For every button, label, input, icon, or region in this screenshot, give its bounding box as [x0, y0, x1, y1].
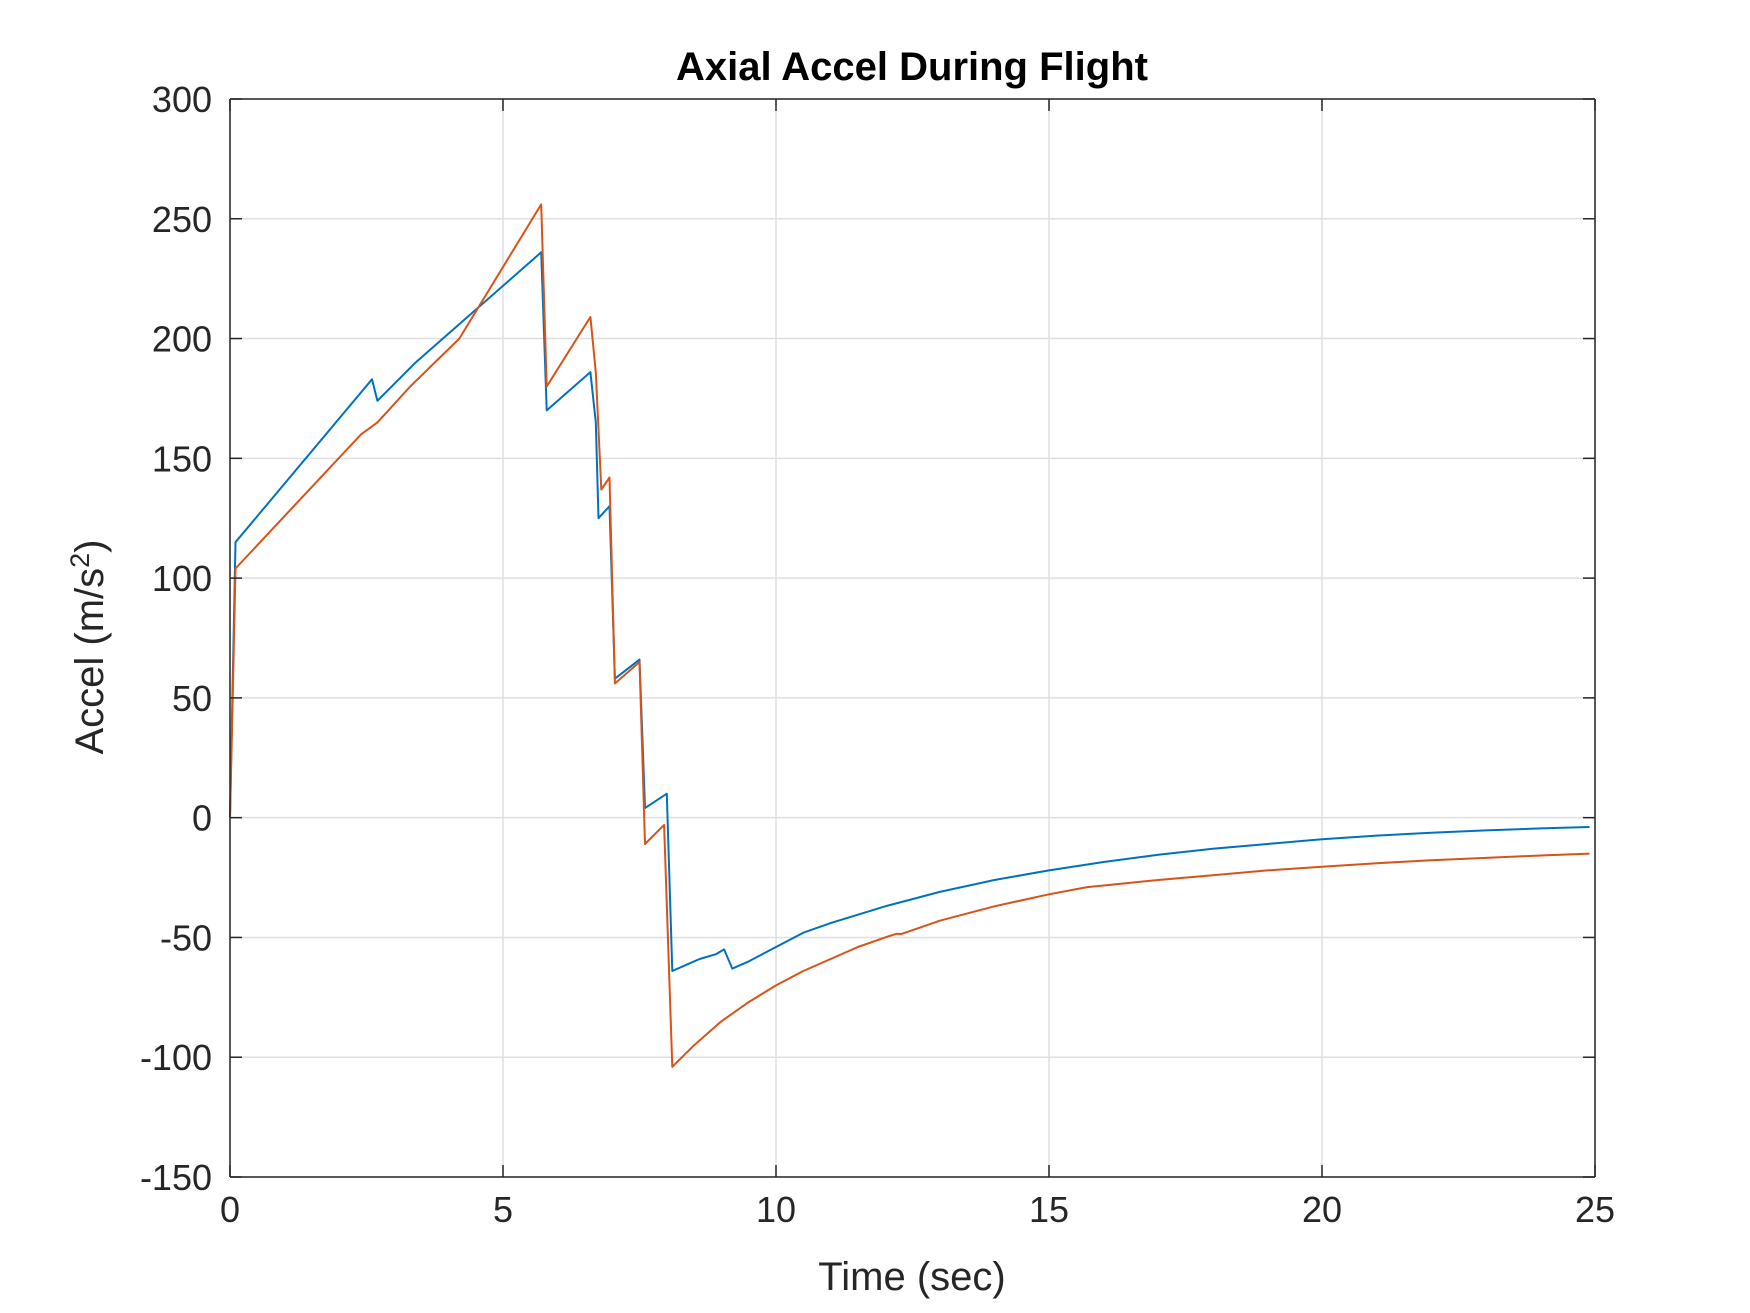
y-tick-label: 0 — [192, 798, 212, 839]
x-tick-label: 25 — [1575, 1189, 1615, 1230]
x-tick-label: 15 — [1029, 1189, 1069, 1230]
grid-lines — [229, 98, 1596, 1178]
y-tick-label: 150 — [152, 438, 212, 479]
axes — [229, 98, 1596, 1178]
chart-title: Axial Accel During Flight — [676, 45, 1148, 89]
y-tick-label: 250 — [152, 199, 212, 240]
y-tick-label: 50 — [172, 678, 212, 719]
x-tick-label: 10 — [756, 1189, 796, 1230]
tick-labels: 0 5 10 15 20 25 -150 -100 -50 0 50 100 150 200 250 300 — [140, 79, 1615, 1230]
y-axis-label: Accel (m/s2) — [65, 539, 112, 754]
y-axis-label-close: ) — [68, 539, 112, 552]
x-axis-label: Time (sec) — [818, 1255, 1005, 1299]
x-tick-label: 0 — [220, 1189, 240, 1230]
y-tick-label: -100 — [140, 1037, 212, 1078]
y-tick-label: 100 — [152, 558, 212, 599]
series-line-1 — [229, 251, 1590, 972]
y-tick-label: -50 — [160, 917, 212, 958]
x-tick-label: 5 — [493, 1189, 513, 1230]
y-tick-label: 300 — [152, 79, 212, 120]
plot-series — [229, 203, 1590, 1068]
y-axis-label-main: Accel (m/s — [68, 568, 112, 755]
y-tick-label: -150 — [140, 1157, 212, 1198]
y-tick-label: 200 — [152, 319, 212, 360]
y-axis-label-superscript: 2 — [65, 553, 95, 568]
series-line-2 — [229, 203, 1590, 1068]
x-tick-label: 20 — [1302, 1189, 1342, 1230]
